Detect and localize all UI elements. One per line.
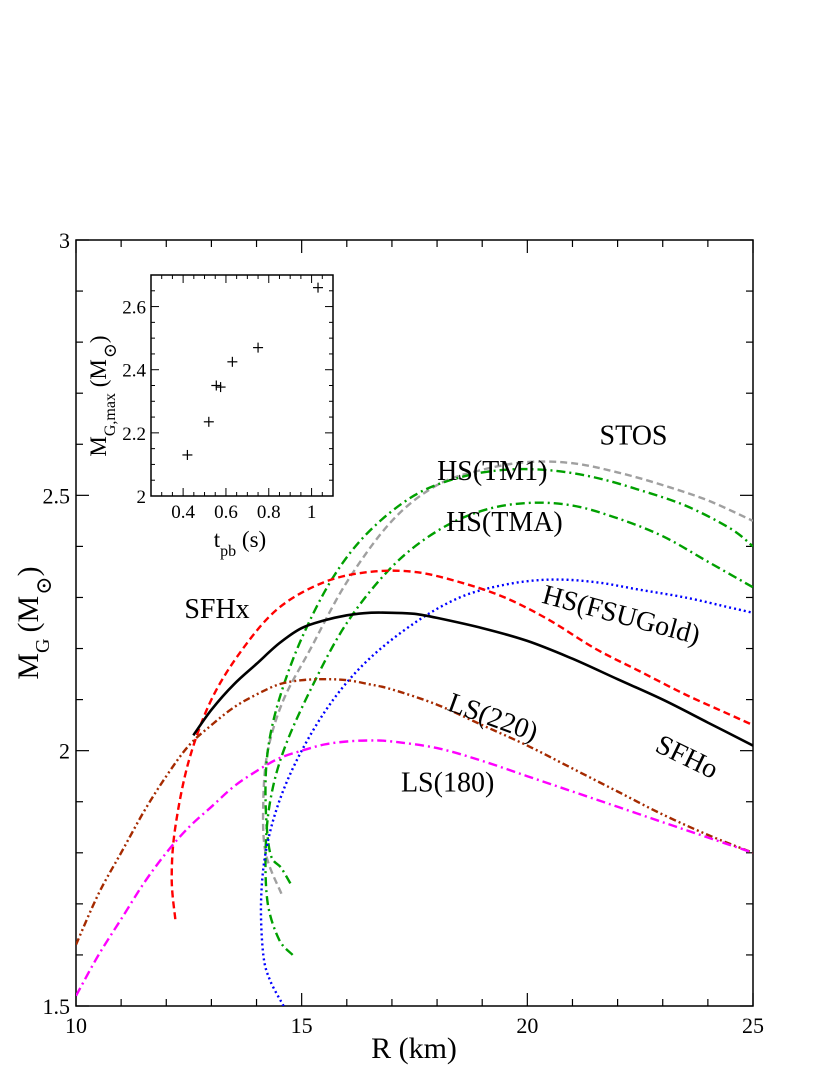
y-tick-label: 2 (59, 739, 70, 764)
main-x-axis-title: R (km) (371, 1032, 457, 1065)
curve-label-ls-220: LS(220) (444, 687, 542, 748)
inset-data-point (253, 342, 264, 353)
inset-x-tick-label: 1 (307, 502, 317, 523)
inset-y-tick-label: 2.4 (122, 361, 146, 382)
curve-sfho (192, 611, 753, 747)
inset-y-label-main: M (86, 436, 111, 456)
inset-points (182, 282, 324, 460)
x-tick-label: 15 (291, 1013, 313, 1038)
inset-data-point (215, 382, 226, 393)
y-tick-label: 3 (59, 228, 70, 253)
curve-label-sfho: SFHo (651, 729, 723, 786)
inset-x-label-main: t (214, 527, 221, 552)
inset-x-tick-label: 0.4 (171, 502, 195, 523)
curve-label-hs-tm1: HS(TM1) (437, 456, 547, 487)
curve-label-ls-180: LS(180) (401, 768, 494, 799)
main-y-label-unit-close: ) (12, 566, 45, 576)
inset-y-label-unit: (M (86, 359, 111, 393)
curve-hs-fsugold (259, 578, 753, 1006)
main-axis-ticks: 10 15 20 25 1.5 2 2.5 3 (43, 228, 765, 1038)
inset-data-point (227, 356, 238, 367)
inset-x-axis-title: tpb (s) (214, 527, 266, 560)
y-tick-label: 2.5 (43, 483, 71, 508)
curve-hs-tm1 (264, 467, 753, 885)
inset-axis-ticks: 0.4 0.6 0.8 1 2 2.2 2.4 2.6 (122, 274, 334, 523)
inset-plot-frame (150, 274, 334, 497)
inset-y-axis-title: MG,max (M⊙) (86, 335, 120, 456)
inset-y-label-unit-close: ) (86, 335, 111, 343)
curve-ls-180 (76, 739, 753, 997)
main-y-label-main: M (12, 653, 45, 680)
inset-y-label-sub: G,max (102, 393, 119, 436)
curve-label-stos: STOS (600, 420, 668, 451)
curve-label-hs-tma: HS(TMA) (446, 507, 563, 538)
inset-x-label-sub: pb (220, 543, 236, 560)
main-y-axis-title: MG (M ⊙) (12, 566, 56, 679)
inset-data-point (211, 380, 222, 391)
main-plot-frame (75, 239, 754, 1007)
x-tick-label: 10 (65, 1013, 87, 1038)
inset-data-point (203, 416, 214, 427)
inset-y-tick-label: 2.2 (122, 424, 146, 445)
curve-hs-tma (264, 501, 753, 956)
main-y-label-sun-symbol: ⊙ (31, 576, 56, 594)
inset-y-tick-label: 2.6 (122, 298, 146, 319)
inset-plot: 0.4 0.6 0.8 1 2 2.2 2.4 2.6 tpb (s) MG,max (M⊙) (86, 274, 334, 560)
inset-x-tick-label: 0.6 (214, 502, 238, 523)
inset-data-point (313, 282, 324, 293)
curve-label-sfhx: SFHx (184, 594, 249, 625)
inset-y-tick-label: 2 (137, 487, 147, 508)
inset-x-label-unit: (s) (236, 527, 266, 552)
y-tick-label: 1.5 (43, 994, 71, 1019)
main-curves (76, 460, 753, 1006)
main-y-label-unit: (M (12, 596, 45, 633)
svg-text:MG(M⊙): MG (M ⊙) (12, 566, 56, 679)
curve-sfhx (170, 569, 753, 920)
inset-y-label-sun-symbol: ⊙ (100, 343, 120, 358)
inset-data-point (182, 449, 193, 460)
x-tick-label: 25 (742, 1013, 764, 1038)
curve-ls-220 (76, 677, 753, 946)
main-y-label-sub: G (32, 638, 54, 652)
x-tick-label: 20 (516, 1013, 538, 1038)
inset-x-tick-label: 0.8 (257, 502, 281, 523)
svg-text:MG,max (M⊙): MG,max (M⊙) (86, 335, 120, 456)
curve-label-hs-fsugold: HS(FSUGold) (539, 579, 703, 651)
